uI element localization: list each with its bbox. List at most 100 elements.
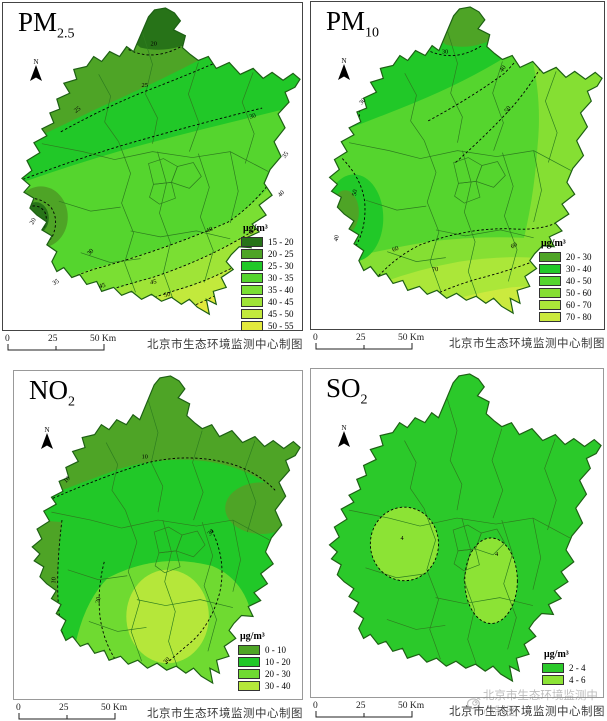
svg-text:45: 45 [150, 278, 158, 286]
svg-text:45: 45 [98, 282, 106, 290]
legend-row: 50 - 55 [241, 321, 294, 331]
north-arrow-icon [338, 64, 350, 80]
svg-text:10: 10 [142, 453, 148, 460]
panel-title-pm10: PM10 [326, 6, 380, 41]
north-arrow: N [335, 425, 353, 453]
legend-row: 25 - 30 [241, 261, 294, 271]
svg-text:35: 35 [281, 150, 290, 159]
panel-title-no2: NO2 [29, 375, 75, 410]
svg-text:20: 20 [151, 41, 157, 48]
pm10-map: 30 40 50 30 50 40 60 70 60 [328, 6, 603, 314]
svg-text:30: 30 [162, 656, 171, 666]
north-arrow: N [27, 59, 45, 87]
panel-title-so2: SO2 [326, 373, 368, 408]
legend-row: 45 - 50 [241, 309, 294, 319]
legend-swatch [539, 264, 561, 274]
so2-map: 4 4 [328, 373, 602, 682]
legend-swatch [238, 657, 260, 667]
svg-text:25: 25 [356, 701, 366, 711]
svg-text:60: 60 [510, 241, 519, 250]
footer-so2: 0 25 50 Km 北京市生态环境监测中心制图 [312, 700, 605, 720]
svg-text:25: 25 [142, 82, 148, 89]
svg-text:50 Km: 50 Km [398, 701, 424, 711]
legend-row: 20 - 30 [539, 252, 592, 262]
legend-row: 30 - 40 [539, 264, 592, 274]
north-arrow-icon [41, 433, 53, 449]
legend-unit: μg/m³ [243, 223, 268, 234]
legend-row: 4 - 6 [542, 675, 586, 685]
svg-text:20: 20 [29, 217, 38, 226]
legend-swatch [241, 261, 263, 271]
svg-text:4: 4 [401, 535, 405, 542]
svg-text:40: 40 [333, 234, 341, 242]
legend-row: 70 - 80 [539, 312, 592, 322]
map-caption: 北京市生态环境监测中心制图 [147, 708, 303, 720]
legend-row: 40 - 50 [539, 276, 592, 286]
pm10-contour-labels: 30 40 50 30 50 40 60 70 60 [333, 48, 519, 273]
legend-no2: μg/m³ 0 - 10 10 - 20 20 - 30 30 - 40 [238, 631, 291, 693]
panel-title-pm25: PM2.5 [18, 7, 75, 42]
footer-no2: 0 25 50 Km 北京市生态环境监测中心制图 [15, 702, 303, 721]
legend-row: 15 - 20 [241, 237, 294, 247]
legend-so2: μg/m³ 2 - 4 4 - 6 [542, 649, 586, 687]
legend-swatch [238, 681, 260, 691]
legend-row: 30 - 35 [241, 273, 294, 283]
scale-bar: 0 25 50 Km [313, 701, 424, 718]
svg-text:30: 30 [442, 48, 448, 55]
legend-swatch [241, 297, 263, 307]
svg-text:50 Km: 50 Km [90, 334, 116, 344]
legend-swatch [539, 300, 561, 310]
so2-contour-lines [369, 506, 518, 624]
legend-unit: μg/m³ [240, 631, 265, 642]
svg-text:0: 0 [5, 334, 10, 344]
legend-swatch [542, 675, 564, 685]
svg-text:50: 50 [163, 291, 171, 299]
legend-row: 10 - 20 [238, 657, 291, 667]
svg-text:30: 30 [358, 97, 367, 106]
svg-text:0: 0 [16, 703, 21, 713]
scale-bar: 0 25 50 Km [313, 333, 424, 350]
legend-swatch [241, 249, 263, 259]
legend-swatch [539, 276, 561, 286]
legend-pm10: μg/m³ 20 - 30 30 - 40 40 - 50 50 - 60 60… [539, 238, 592, 324]
svg-text:50: 50 [351, 189, 359, 197]
svg-text:50: 50 [503, 105, 512, 114]
svg-text:60: 60 [391, 245, 399, 254]
svg-text:30: 30 [206, 528, 215, 538]
svg-text:0: 0 [313, 701, 318, 711]
panel-pm10: 30 40 50 30 50 40 60 70 60 PM10 N μg/m³ … [310, 1, 605, 330]
svg-text:50 Km: 50 Km [101, 703, 127, 713]
panel-so2: 4 4 SO2 N μg/m³ 2 - 4 4 - 6 [310, 368, 604, 698]
svg-text:50 Km: 50 Km [398, 333, 424, 343]
svg-text:10: 10 [62, 475, 71, 485]
legend-swatch [241, 273, 263, 283]
scale-bar: 0 25 50 Km [5, 334, 116, 351]
legend-unit: μg/m³ [541, 238, 566, 249]
legend-row: 2 - 4 [542, 663, 586, 673]
svg-text:25: 25 [73, 105, 82, 114]
legend-swatch [241, 321, 263, 331]
legend-swatch [241, 309, 263, 319]
svg-text:30: 30 [86, 248, 96, 257]
panel-no2: 10 10 10 20 30 30 NO2 N μg/m³ 0 - 10 10 … [13, 370, 303, 700]
legend-row: 20 - 30 [238, 669, 291, 679]
legend-row: 0 - 10 [238, 645, 291, 655]
so2-contour-labels: 4 4 [401, 535, 499, 558]
svg-text:40: 40 [205, 226, 214, 235]
map-caption: 北京市生态环境监测中心制图 [449, 706, 605, 718]
north-arrow: N [38, 427, 56, 455]
svg-text:30: 30 [248, 112, 256, 121]
svg-text:25: 25 [48, 334, 58, 344]
scale-bar: 0 25 50 Km [16, 703, 127, 720]
svg-text:70: 70 [432, 266, 439, 274]
legend-row: 50 - 60 [539, 288, 592, 298]
north-arrow-icon [338, 431, 350, 447]
legend-swatch [241, 237, 263, 247]
legend-swatch [539, 252, 561, 262]
legend-pm25: μg/m³ 15 - 20 20 - 25 25 - 30 30 - 35 35… [241, 223, 294, 333]
svg-text:4: 4 [495, 551, 499, 558]
footer-pm10: 0 25 50 Km 北京市生态环境监测中心制图 [312, 332, 605, 352]
legend-swatch [539, 288, 561, 298]
svg-text:40: 40 [277, 189, 287, 198]
